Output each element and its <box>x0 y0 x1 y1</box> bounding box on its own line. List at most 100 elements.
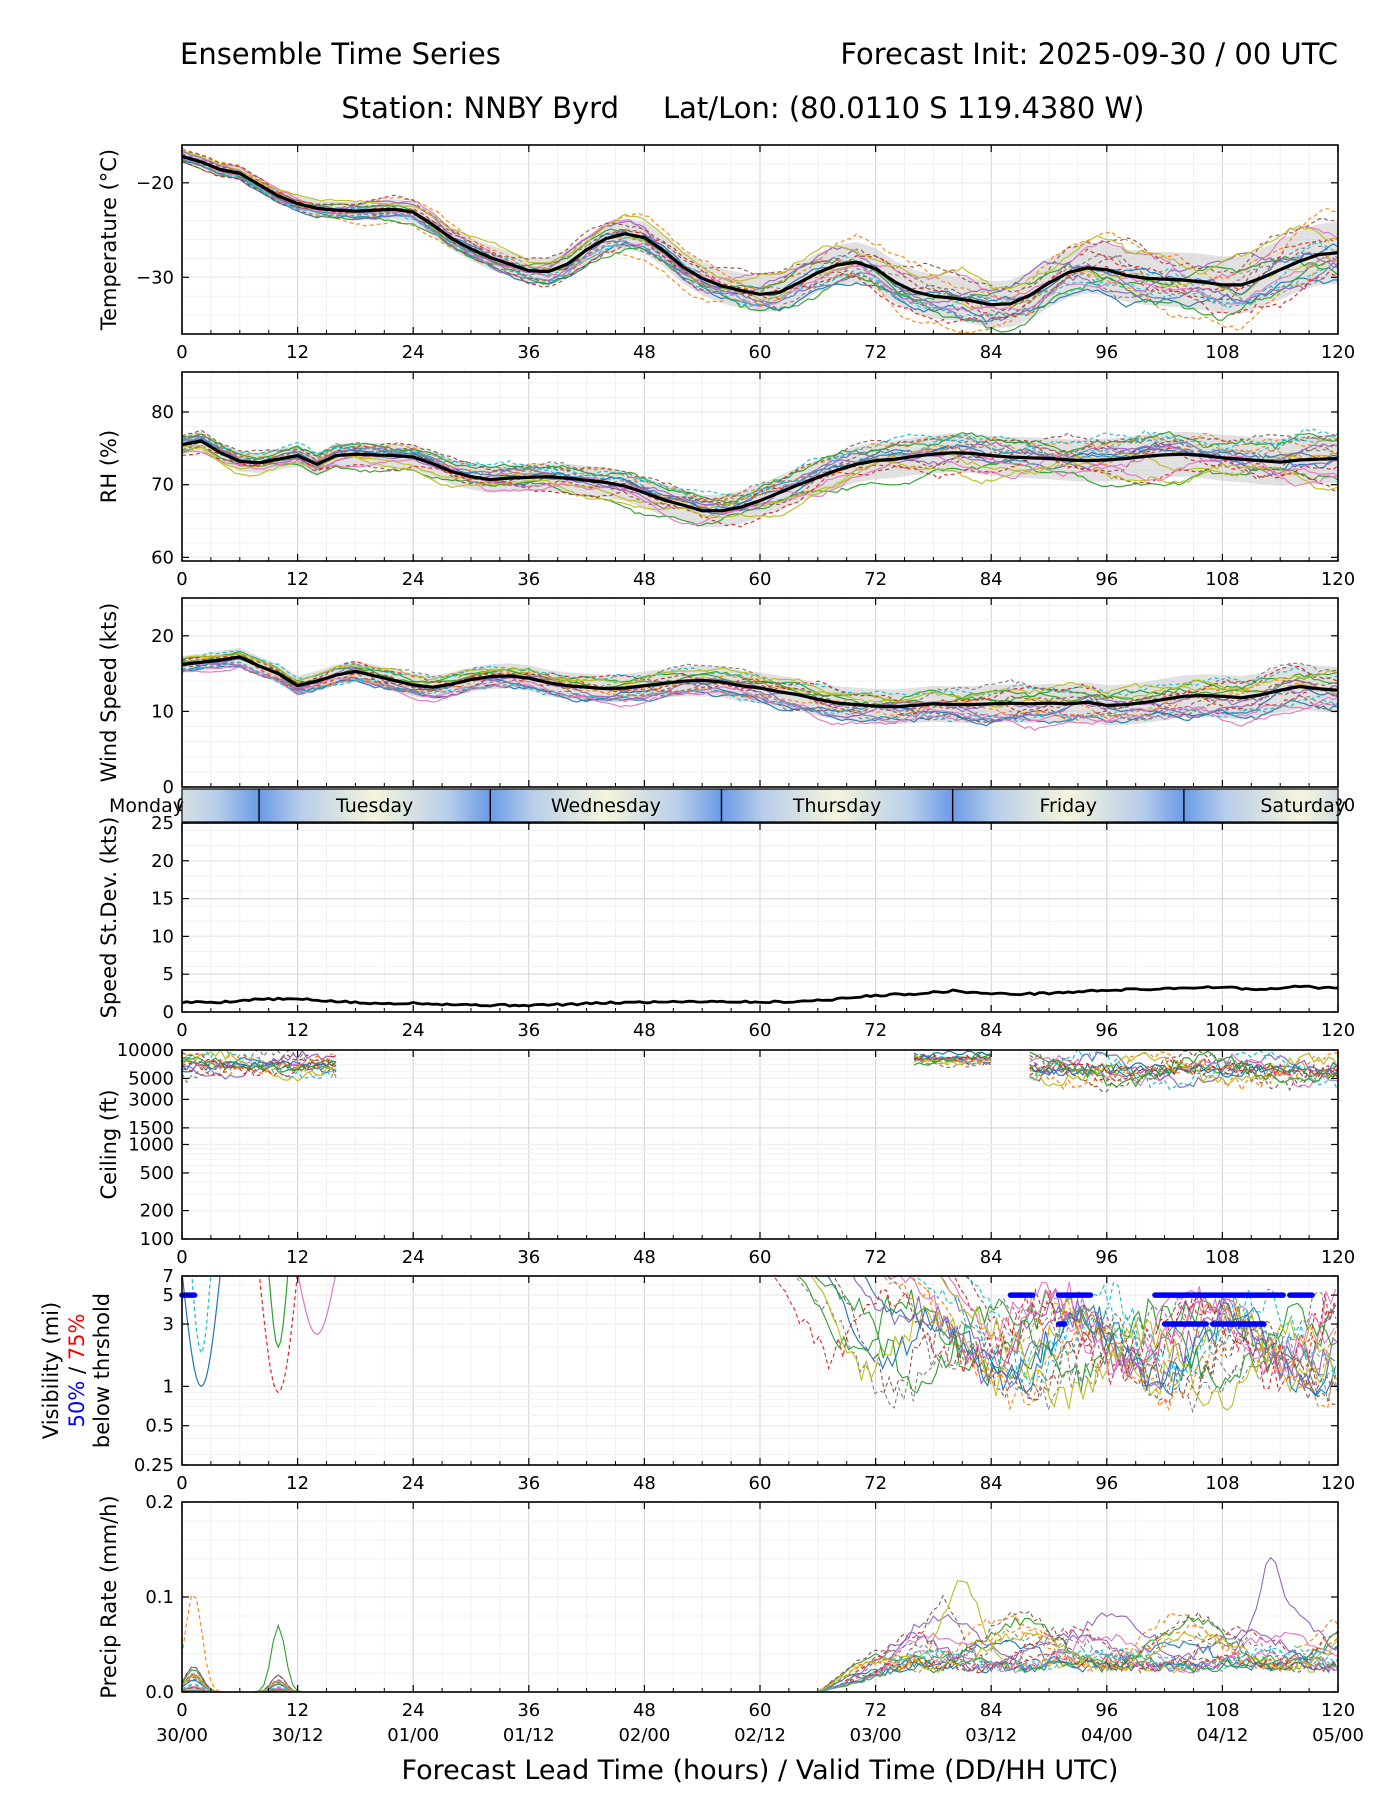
day-cell <box>490 789 722 822</box>
ensemble-member-line <box>181 650 1339 697</box>
valid-time-label: 02/12 <box>734 1725 786 1746</box>
x-tick-label: 120 <box>1321 1247 1355 1268</box>
y-tick-label: 70 <box>151 475 174 496</box>
ensemble-member-line <box>181 440 1339 506</box>
x-tick-label: 36 <box>517 569 540 590</box>
x-tick-label: 60 <box>749 1700 772 1721</box>
ceiling-member-line <box>182 1050 337 1080</box>
x-tick-label: 108 <box>1205 1700 1239 1721</box>
x-tick-label: 72 <box>864 342 887 363</box>
y-tick-label: 1000 <box>128 1135 174 1156</box>
x-tick-label: 60 <box>749 569 772 590</box>
x-tick-label: 36 <box>517 342 540 363</box>
y-tick-label: 7 <box>163 1266 174 1287</box>
y-tick-label: 200 <box>140 1201 174 1222</box>
y-tick-label: 0 <box>163 1002 174 1023</box>
x-tick-label: 12 <box>286 569 309 590</box>
ensemble-member-line <box>181 662 1339 724</box>
x-tick-label: 48 <box>633 1473 656 1494</box>
x-tick-label: 96 <box>1095 342 1118 363</box>
y-tick-label: 60 <box>151 547 174 568</box>
threshold-below-label: below thrshold <box>90 1293 114 1448</box>
x-tick-label: 96 <box>1095 1473 1118 1494</box>
ensemble-member-line <box>181 444 1339 527</box>
x-tick-label: 12 <box>286 342 309 363</box>
title-left: Ensemble Time Series <box>180 37 501 71</box>
y-tick-label: 1500 <box>128 1118 174 1139</box>
x-tick-label: 48 <box>633 1247 656 1268</box>
x-tick-label: 72 <box>864 569 887 590</box>
visibility-member-line <box>795 1276 1338 1414</box>
x-tick-label: 36 <box>517 1247 540 1268</box>
visibility-member-line <box>182 1276 221 1388</box>
day-cell <box>259 789 491 822</box>
y-tick-label: 0.2 <box>145 1492 174 1513</box>
ceiling-members <box>182 1050 1338 1093</box>
ensemble-mean-line <box>181 154 1339 307</box>
ceiling-member-line <box>182 1050 337 1084</box>
ceiling-member-line <box>182 1053 337 1076</box>
y-tick-label: 20 <box>151 626 174 647</box>
valid-time-label: 05/00 <box>1312 1725 1364 1746</box>
ceiling-member-line <box>182 1052 337 1078</box>
ensemble-member-line <box>181 159 1339 325</box>
threshold-sep: / <box>65 1360 89 1380</box>
day-label: Monday <box>109 795 184 817</box>
x-tick-label: 0 <box>176 1020 187 1041</box>
valid-time-label: 03/12 <box>965 1725 1017 1746</box>
x-tick-label: 0 <box>176 569 187 590</box>
x-tick-label: 12 <box>286 1473 309 1494</box>
day-cell <box>952 789 1184 822</box>
x-tick-label: 120 <box>1321 1473 1355 1494</box>
x-tick-label: 72 <box>864 1473 887 1494</box>
visibility-member-line <box>940 1276 1335 1411</box>
ceiling-member-line <box>182 1054 337 1077</box>
ensemble-member-line <box>181 429 1339 500</box>
x-tick-label: 108 <box>1205 569 1239 590</box>
day-band-cells <box>182 789 1338 822</box>
x-tick-label: 24 <box>402 342 425 363</box>
x-tick-label: 36 <box>517 1700 540 1721</box>
ensemble-member-line <box>181 428 1339 497</box>
visibility-members <box>182 1276 1338 1414</box>
ensemble-mean-line <box>181 655 1339 709</box>
x-tick-label: 12 <box>286 1247 309 1268</box>
ceiling-member-line <box>1029 1050 1338 1092</box>
panel-visibility: 0 12 24 36 48 60 72 84 96 108 120 0.25 0.5 1 3 57 Visibi… <box>39 1266 1355 1494</box>
x-tick-label: 24 <box>402 1473 425 1494</box>
ensemble-member-line <box>181 160 1339 324</box>
y-tick-label: 25 <box>151 813 174 834</box>
x-tick-label: 0 <box>176 1247 187 1268</box>
x-tick-label: 96 <box>1095 1247 1118 1268</box>
day-band: Monday Tuesday Wednesday Thursday Friday Satu… <box>109 788 1346 823</box>
valid-time-label: 02/00 <box>618 1725 670 1746</box>
ensemble-member-line <box>181 156 1339 313</box>
panel-ceiling: 0 12 24 36 48 60 72 84 96 108 120 100 200 500 10001500… <box>97 1040 1355 1268</box>
ensemble-member-line <box>181 666 1339 732</box>
ceiling-member-line <box>1029 1060 1338 1081</box>
x-tick-label: 24 <box>402 1247 425 1268</box>
x-tick-label: 108 <box>1205 342 1239 363</box>
y-axis-label: Ceiling (ft) <box>97 1089 121 1199</box>
ensemble-member-line <box>181 436 1339 512</box>
x-tick-label: 60 <box>749 1020 772 1041</box>
visibility-member-line <box>297 1276 336 1336</box>
ensemble-member-line <box>181 159 1339 334</box>
y-tick-label: 0.5 <box>145 1416 174 1437</box>
x-tick-label: 48 <box>633 1020 656 1041</box>
y-axis-label: Temperature (°C) <box>97 149 121 331</box>
ceiling-member-line <box>182 1059 337 1071</box>
y-tick-label: 100 <box>140 1229 174 1250</box>
ensemble-member-line <box>181 430 1339 504</box>
ceiling-member-line <box>182 1050 337 1080</box>
visibility-member-line <box>963 1276 1336 1375</box>
x-tick-label: 72 <box>864 1247 887 1268</box>
panel-precip_rate: 0 12 24 36 48 60 72 84 96 108 120 0.0 0.1 0.2 Precip R… <box>97 1492 1364 1746</box>
y-tick-label: 3 <box>163 1314 174 1335</box>
ceiling-member-line <box>182 1059 337 1071</box>
visibility-member-line <box>864 1276 1335 1397</box>
x-tick-label: 36 <box>517 1020 540 1041</box>
x-tick-label: 48 <box>633 1700 656 1721</box>
y-tick-label: 5 <box>163 964 174 985</box>
